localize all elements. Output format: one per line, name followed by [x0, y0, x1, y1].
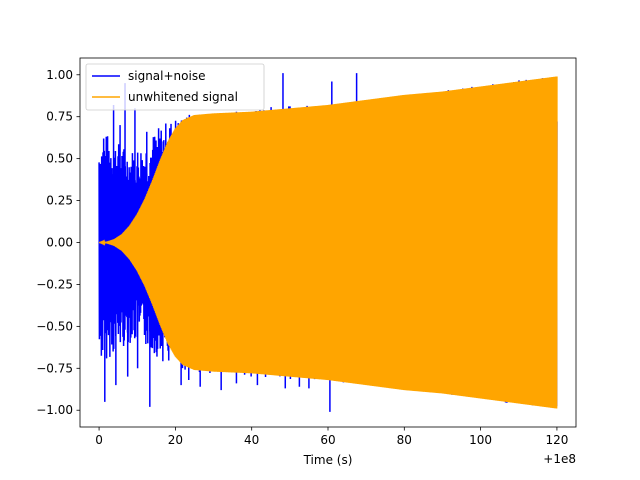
y-tick-label: 0.00: [46, 236, 73, 250]
x-axis: 0 20 40 60 80 100 120: [95, 427, 568, 447]
series-layer: [98, 73, 558, 412]
legend-label: signal+noise: [128, 69, 205, 83]
series-unwhitened-signal: [98, 76, 558, 409]
legend: signal+noise unwhitened signal: [85, 63, 265, 111]
y-tick-label: −0.25: [36, 277, 73, 291]
x-axis-offset-label: +1e8: [543, 452, 576, 466]
x-tick-label: 80: [397, 433, 412, 447]
y-tick-label: 0.75: [46, 110, 73, 124]
x-tick-label: 100: [469, 433, 492, 447]
y-tick-label: 0.50: [46, 152, 73, 166]
legend-label: unwhitened signal: [128, 90, 238, 104]
legend-item: signal+noise: [92, 69, 205, 83]
x-tick-label: 0: [95, 433, 103, 447]
legend-item: unwhitened signal: [92, 90, 238, 104]
y-tick-label: −1.00: [36, 403, 73, 417]
y-axis: 1.00 0.75 0.50 0.25 0.00 −0.25 −0.50 −0.75 −1.00: [36, 68, 80, 417]
series-line: [98, 76, 558, 409]
legend-box: [85, 63, 265, 111]
x-tick-label: 40: [244, 433, 259, 447]
y-tick-label: −0.75: [36, 361, 73, 375]
x-tick-label: 60: [320, 433, 335, 447]
y-tick-label: 1.00: [46, 68, 73, 82]
y-tick-label: −0.50: [36, 319, 73, 333]
x-tick-label: 120: [545, 433, 568, 447]
x-tick-label: 20: [168, 433, 183, 447]
y-tick-label: 0.25: [46, 194, 73, 208]
x-axis-label: Time (s): [303, 453, 353, 467]
